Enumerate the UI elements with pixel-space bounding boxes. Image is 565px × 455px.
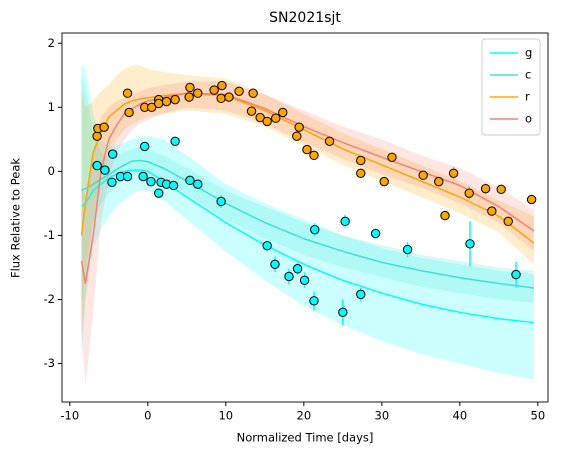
- data-point: [193, 179, 203, 189]
- plot-area: [80, 65, 537, 386]
- data-point: [107, 177, 117, 187]
- data-point: [487, 206, 497, 216]
- data-point: [340, 216, 350, 227]
- data-point: [480, 183, 491, 194]
- data-point: [168, 180, 179, 191]
- confidence-band: [81, 65, 534, 380]
- x-tick-label: 20: [297, 409, 312, 423]
- data-point: [292, 131, 302, 141]
- data-point: [216, 93, 226, 104]
- data-point: [124, 107, 134, 118]
- data-point: [387, 152, 397, 162]
- data-point: [299, 275, 310, 285]
- data-point: [209, 85, 219, 95]
- data-point: [122, 88, 133, 98]
- x-tick-label: 40: [453, 409, 468, 423]
- legend-label: g: [525, 46, 532, 60]
- data-point: [154, 188, 164, 198]
- data-point: [92, 131, 102, 141]
- data-point: [284, 271, 294, 282]
- data-point: [294, 122, 304, 132]
- data-point: [292, 264, 303, 274]
- data-point: [138, 171, 148, 182]
- x-tick-label: -10: [60, 409, 79, 423]
- axes-frame: [61, 32, 549, 403]
- data-point: [511, 269, 521, 280]
- data-point: [324, 136, 335, 146]
- confidence-band: [81, 81, 534, 386]
- data-point: [170, 136, 180, 146]
- data-point: [418, 170, 428, 180]
- data-point: [310, 224, 320, 235]
- x-tick-label: 30: [375, 409, 390, 423]
- data-point: [356, 289, 366, 300]
- data-point: [170, 94, 180, 105]
- data-point: [465, 239, 475, 249]
- y-tick-label: -2: [44, 292, 55, 306]
- data-point: [503, 216, 513, 227]
- model-line: [81, 159, 535, 289]
- data-point: [100, 165, 110, 175]
- data-point: [526, 194, 537, 205]
- data-point: [402, 244, 413, 255]
- legend-box: [481, 38, 541, 136]
- y-tick-label: 0: [48, 164, 55, 178]
- y-axis-label: Flux Relative to Peak: [9, 158, 23, 278]
- data-point: [379, 176, 389, 187]
- data-point: [262, 240, 272, 251]
- data-point: [255, 112, 265, 123]
- data-point: [92, 160, 102, 171]
- data-point: [217, 80, 227, 91]
- data-point: [356, 155, 366, 166]
- data-point: [146, 176, 156, 187]
- data-point: [185, 82, 195, 93]
- y-tick-label: 2: [48, 36, 55, 50]
- data-point: [309, 150, 319, 161]
- chart-title: SN2021sjt: [269, 10, 341, 26]
- data-point: [356, 168, 366, 178]
- data-point: [262, 116, 272, 127]
- data-point: [185, 175, 195, 186]
- data-point: [440, 210, 450, 221]
- data-point: [122, 171, 133, 182]
- data-point: [464, 188, 474, 198]
- data-point: [448, 168, 459, 178]
- data-point: [309, 296, 319, 306]
- x-axis-label: Normalized Time [days]: [237, 431, 374, 445]
- data-point: [161, 96, 172, 107]
- data-point: [434, 176, 444, 187]
- x-tick-label: 0: [144, 409, 151, 423]
- data-point: [99, 122, 109, 132]
- data-point: [302, 144, 312, 155]
- data-point: [154, 98, 164, 109]
- data-point: [234, 86, 244, 96]
- data-point: [248, 88, 258, 98]
- y-tick-label: 1: [48, 100, 55, 114]
- data-point: [139, 141, 150, 152]
- data-point: [338, 307, 348, 318]
- data-point: [271, 113, 281, 123]
- data-point: [246, 106, 257, 116]
- y-tick-label: -1: [44, 228, 55, 242]
- legend-label: o: [525, 112, 532, 126]
- data-point: [370, 228, 381, 239]
- data-point: [224, 92, 234, 102]
- data-point: [496, 184, 506, 195]
- data-point: [270, 259, 280, 269]
- data-point: [216, 196, 226, 207]
- legend-label: c: [525, 68, 531, 82]
- x-tick-label: 50: [531, 409, 546, 423]
- legend-label: r: [525, 90, 530, 104]
- data-point: [108, 149, 118, 159]
- y-tick-label: -3: [44, 356, 55, 370]
- data-point: [184, 92, 194, 102]
- data-point: [193, 88, 203, 98]
- data-point: [278, 107, 288, 118]
- confidence-band: [81, 75, 534, 313]
- data-point: [147, 102, 157, 113]
- model-line: [80, 92, 535, 284]
- x-tick-label: 10: [218, 409, 233, 423]
